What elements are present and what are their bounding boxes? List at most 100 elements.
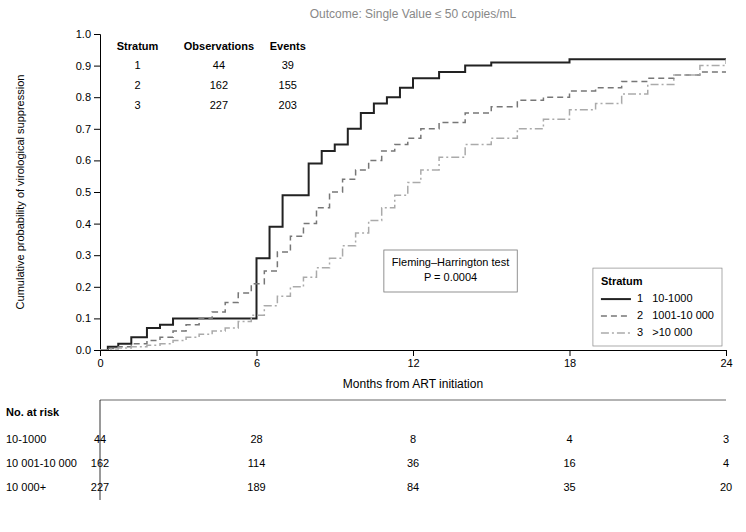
- y-axis-title: Cumulative probability of virological su…: [14, 75, 26, 310]
- risk-table-count: 36: [407, 457, 419, 469]
- inset-table-cell: 39: [282, 59, 294, 71]
- legend-label: 1 10-1000: [637, 292, 693, 304]
- inset-table-header: Events: [270, 40, 306, 52]
- y-tick-label: 0.7: [76, 123, 91, 135]
- x-axis-line: [101, 351, 727, 357]
- y-tick-label: 0.4: [76, 218, 91, 230]
- y-tick: 0.2: [76, 281, 100, 293]
- y-tick-mark: [94, 318, 100, 319]
- y-tick: 0.9: [76, 60, 100, 72]
- y-tick-label: 1.0: [76, 28, 91, 40]
- x-tick-label: 24: [720, 357, 732, 369]
- x-tick-mark: [257, 350, 258, 356]
- x-tick: 6: [254, 350, 260, 369]
- y-tick-mark: [94, 66, 100, 67]
- risk-table-row-label: 10 001-10 000: [6, 457, 77, 469]
- risk-table-row-label: 10 000+: [6, 481, 46, 493]
- risk-table-count: 162: [91, 457, 109, 469]
- y-tick: 0.5: [76, 186, 100, 198]
- inset-table-cell: 1: [134, 59, 140, 71]
- y-tick: 0.3: [76, 249, 100, 261]
- survival-curve: [100, 59, 726, 350]
- y-tick-mark: [94, 255, 100, 256]
- risk-table-count: 3: [723, 433, 729, 445]
- y-tick-mark: [94, 350, 100, 351]
- y-axis: 0.0 0.1 0.2 0.3 0.4 0.5 0.6 0.7 0.8 0.9 1.0: [76, 28, 101, 356]
- inset-table-header: Stratum: [117, 40, 159, 52]
- y-tick-mark: [94, 34, 100, 35]
- x-tick-label: 0: [97, 357, 103, 369]
- chart-title: Outcome: Single Value ≤ 50 copies/mL: [310, 7, 517, 21]
- risk-table-count: 8: [410, 433, 416, 445]
- legend-swatch: [601, 298, 631, 300]
- y-tick-label: 0.9: [76, 60, 91, 72]
- risk-table-rule: [100, 400, 726, 401]
- y-tick: 0.0: [76, 344, 100, 356]
- inset-table-header: Observations: [184, 40, 254, 52]
- legend-label: 3 >10 000: [637, 326, 692, 338]
- risk-table-count: 16: [563, 457, 575, 469]
- survival-curve: [100, 59, 726, 350]
- chart-container: Outcome: Single Value ≤ 50 copies/mL0612…: [0, 0, 746, 532]
- x-tick-mark: [570, 350, 571, 356]
- y-tick-label: 0.6: [76, 154, 91, 166]
- risk-table-count: 189: [247, 481, 265, 493]
- inset-table-cell: 2: [134, 79, 140, 91]
- y-tick-label: 0.3: [76, 249, 91, 261]
- legend: Stratum 1 10-1000 2 1001-10 000 3 >10 000: [593, 268, 722, 346]
- risk-table-count: 20: [720, 481, 732, 493]
- y-axis-line: [94, 35, 101, 351]
- risk-table-row-label: 10-1000: [6, 433, 46, 445]
- x-tick: 0: [97, 350, 103, 369]
- x-tick: 18: [564, 350, 576, 369]
- x-tick: 24: [720, 350, 732, 369]
- legend-frame: [593, 268, 722, 346]
- y-tick: 0.6: [76, 154, 100, 166]
- y-tick-mark: [94, 129, 100, 130]
- risk-table-count: 84: [407, 481, 419, 493]
- x-tick: 12: [407, 350, 419, 369]
- y-tick-mark: [94, 192, 100, 193]
- inset-table-cell: 44: [213, 59, 225, 71]
- risk-table-title: No. at risk: [6, 406, 60, 418]
- x-axis: 0 6 12 18 24: [97, 350, 732, 369]
- risk-table-count: 35: [563, 481, 575, 493]
- y-tick: 0.1: [76, 312, 100, 324]
- y-tick: 0.8: [76, 91, 100, 103]
- legend-swatch: [601, 315, 631, 317]
- legend-swatch: [601, 332, 631, 334]
- y-tick-label: 0.2: [76, 281, 91, 293]
- y-tick-mark: [94, 287, 100, 288]
- inset-table-cell: 3: [134, 99, 140, 111]
- test-box: Fleming–Harrington test P = 0.0004: [384, 250, 517, 292]
- plot-lines: [100, 59, 726, 350]
- y-tick-mark: [94, 160, 100, 161]
- risk-table-count: 28: [250, 433, 262, 445]
- x-tick-label: 18: [564, 357, 576, 369]
- y-tick-mark: [94, 97, 100, 98]
- y-tick: 0.7: [76, 123, 100, 135]
- annotation: Fleming–Harrington test: [392, 256, 509, 268]
- x-tick-mark: [726, 350, 727, 356]
- x-tick-label: 6: [254, 357, 260, 369]
- risk-table: No. at risk10-1000442884310 001-10 00016…: [6, 400, 732, 500]
- y-tick-label: 0.8: [76, 91, 91, 103]
- inset-table-cell: 162: [210, 79, 228, 91]
- legend-label: 2 1001-10 000: [637, 309, 714, 321]
- y-tick: 0.4: [76, 218, 100, 230]
- inset-table-cell: 227: [210, 99, 228, 111]
- risk-table-count: 44: [94, 433, 106, 445]
- annotation: P = 0.0004: [424, 271, 477, 283]
- risk-table-count: 4: [723, 457, 729, 469]
- x-tick-label: 12: [407, 357, 419, 369]
- y-tick: 1.0: [76, 28, 100, 40]
- legend-title: Stratum: [601, 275, 643, 287]
- risk-table-count: 4: [566, 433, 572, 445]
- inset-table: StratumObservationsEvents144392162155322…: [117, 40, 306, 111]
- risk-table-count: 227: [91, 481, 109, 493]
- y-tick-label: 0.0: [76, 344, 91, 356]
- x-tick-mark: [413, 350, 414, 356]
- survival-curve: [100, 72, 726, 350]
- chart-svg: Outcome: Single Value ≤ 50 copies/mL0612…: [0, 0, 746, 532]
- inset-table-cell: 203: [279, 99, 297, 111]
